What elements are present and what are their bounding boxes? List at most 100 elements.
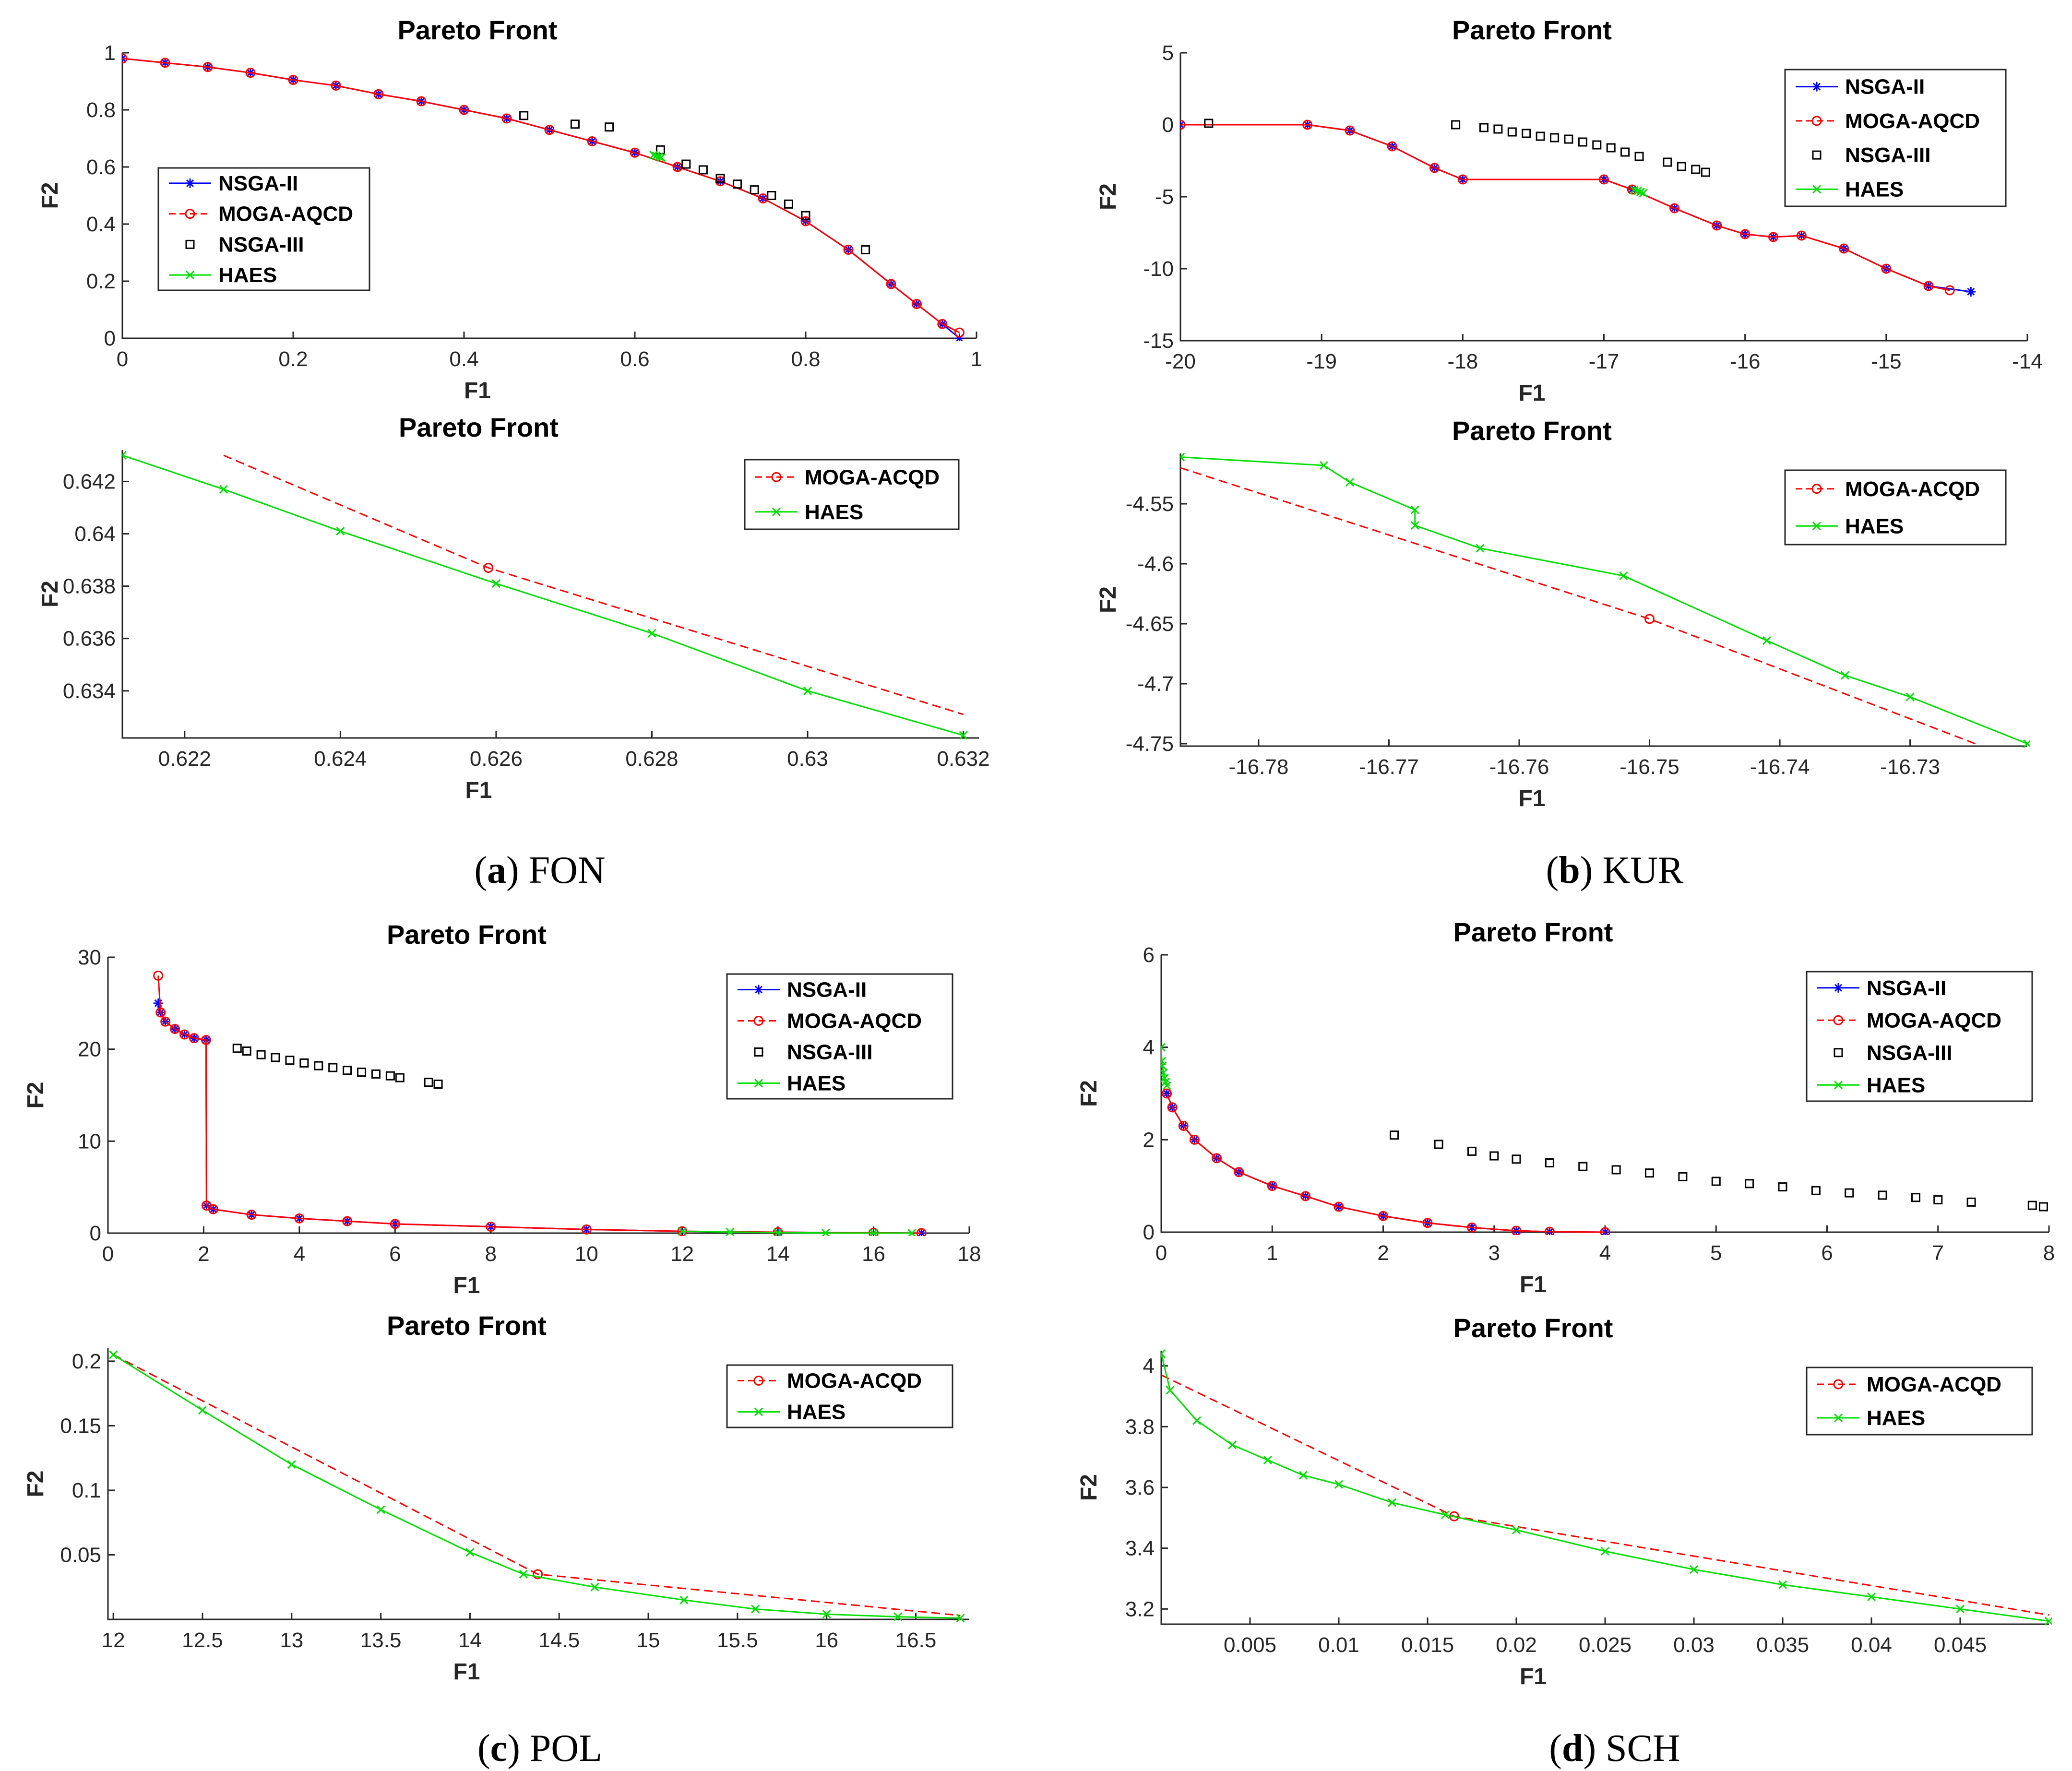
point-haes: [1161, 1349, 1166, 1358]
point-nsga-iii: [1645, 1168, 1654, 1178]
point-haes: [122, 451, 127, 460]
point-moga-aqcd: [160, 1016, 171, 1027]
legend-marker-haes-b: [185, 271, 195, 280]
x-tick-label: 2: [198, 1242, 209, 1266]
point-moga-aqcd: [1768, 232, 1778, 242]
point-haes: [649, 150, 658, 160]
y-axis-label: F2: [37, 182, 63, 209]
x-tick-label: 0.005: [1224, 1633, 1276, 1657]
point-nsga-ii-d2: [1967, 287, 1975, 296]
x-tick-label: 0.8: [791, 347, 820, 371]
point-haes-b: [376, 1505, 385, 1514]
point-nsga-ii: [1966, 287, 1976, 297]
point-moga-aqcd: [1457, 174, 1468, 185]
point-moga-aqcd: [1429, 163, 1440, 173]
x-tick-label: -16.73: [1880, 755, 1940, 779]
legend-marker-nsga-ii: [754, 985, 763, 995]
legend-marker-moga-aqcd: [753, 1016, 764, 1026]
x-tick-label: 16: [862, 1242, 885, 1266]
point-moga-aqcd: [179, 1029, 190, 1040]
y-tick-label: 10: [78, 1129, 101, 1153]
point-nsga-iii: [299, 1058, 309, 1068]
point-nsga-iii: [433, 1080, 443, 1089]
legend-marker-haes: [772, 507, 781, 516]
legend-label-nsga-ii: NSGA-II: [1867, 976, 1946, 1000]
point-haes-b: [2023, 739, 2030, 749]
point-haes: [774, 1228, 783, 1236]
point-haes: [2023, 739, 2030, 749]
chart-sch-zoom: 0.005 0.01 0.015 0.02 0.025 0.03 0.035 0.04 0.04…: [1076, 1313, 2052, 1689]
y-tick-label: -15: [1143, 329, 1174, 353]
point-nsga-iii: [655, 145, 665, 155]
point-haes: [654, 152, 663, 161]
point-nsga-iii: [1678, 1172, 1688, 1181]
chart-pol-zoom: 12 12.5 13 13.5 14 14.5 15 15.5 16 16.5 0.05 0.1 0.1…: [23, 1310, 969, 1685]
series-line-moga-acqd: [113, 1354, 961, 1616]
legend: MOGA-ACQD HAES: [1806, 1367, 2033, 1436]
point-haes: [803, 686, 812, 695]
point-haes-b: [1630, 186, 1639, 195]
y-tick-label: -4.65: [1126, 612, 1174, 636]
point-moga-aqcd: [800, 216, 811, 226]
legend-marker-haes: [1812, 522, 1822, 531]
y-tick-label: 0.1: [72, 1479, 101, 1502]
legend-marker-haes-b: [772, 507, 781, 516]
point-moga-aqcd: [416, 96, 427, 107]
legend-marker-haes-b: [754, 1407, 763, 1416]
point-haes: [1166, 1386, 1175, 1395]
y-tick-label: 1: [104, 41, 116, 65]
x-tick-label: 12: [102, 1628, 125, 1652]
point-haes-b: [519, 1569, 528, 1579]
legend-marker-nsga-iii: [1834, 1048, 1843, 1058]
legend-label-moga-acqd: MOGA-ACQD: [805, 465, 940, 489]
point-haes: [869, 1228, 878, 1236]
x-tick-label: 0.01: [1318, 1633, 1359, 1657]
point-nsga-ii-d1: [122, 57, 127, 62]
y-axis-label: F2: [1076, 1080, 1102, 1107]
point-haes: [109, 1350, 118, 1359]
caption-a: (a) FON: [474, 849, 605, 891]
y-tick-label: 0.6: [86, 155, 116, 179]
x-tick-label: 12.5: [182, 1628, 223, 1652]
legend-box: [1806, 1367, 2033, 1436]
legend: MOGA-ACQD HAES: [744, 459, 960, 530]
point-nsga-iii: [733, 179, 742, 189]
point-moga-aqcd: [1302, 119, 1313, 130]
x-tick-label: 6: [1821, 1241, 1833, 1265]
legend-marker-nsga-ii: [1812, 82, 1822, 92]
point-nsga-iii: [343, 1066, 352, 1075]
legend-box: [1784, 469, 2007, 546]
x-tick-label: 0.03: [1673, 1633, 1715, 1657]
point-nsga-iii: [1390, 1130, 1399, 1140]
x-tick-label: 0.015: [1401, 1633, 1454, 1657]
point-nsga-iii: [1634, 152, 1644, 161]
legend: NSGA-II MOGA-AQCD NSGA-III HAES: [157, 167, 370, 291]
legend-box: [157, 167, 370, 291]
y-tick-label: 3.4: [1125, 1537, 1155, 1560]
point-moga-aqcd: [1511, 1225, 1522, 1235]
x-tick-label: 7: [1932, 1241, 1944, 1265]
x-tick-label: 3: [1489, 1241, 1500, 1265]
point-nsga-iii: [1878, 1190, 1887, 1200]
point-haes-b: [1476, 544, 1485, 553]
x-tick-label: 0.626: [470, 747, 523, 771]
point-nsga-iii: [2038, 1202, 2048, 1212]
point-moga-aqcd: [1796, 230, 1807, 241]
point-haes-b: [1298, 1471, 1308, 1480]
y-axis-label: F2: [1096, 183, 1121, 210]
legend-label-nsga-ii: NSGA-II: [1845, 75, 1925, 99]
point-moga-aqcd: [153, 970, 164, 981]
x-tick-label: 16: [815, 1628, 838, 1652]
point-haes: [491, 579, 500, 588]
point-haes-b: [652, 151, 661, 160]
series-group: [153, 970, 927, 1236]
x-tick-label: 14.5: [538, 1628, 580, 1652]
point-nsga-iii: [1592, 140, 1602, 150]
legend-marker-haes: [1812, 185, 1822, 194]
x-tick-label: 0.045: [1934, 1633, 1987, 1657]
point-haes: [1192, 1416, 1202, 1425]
x-tick-label: 13: [280, 1628, 303, 1652]
point-nsga-iii: [242, 1046, 251, 1056]
point-haes-b: [1161, 1057, 1167, 1063]
